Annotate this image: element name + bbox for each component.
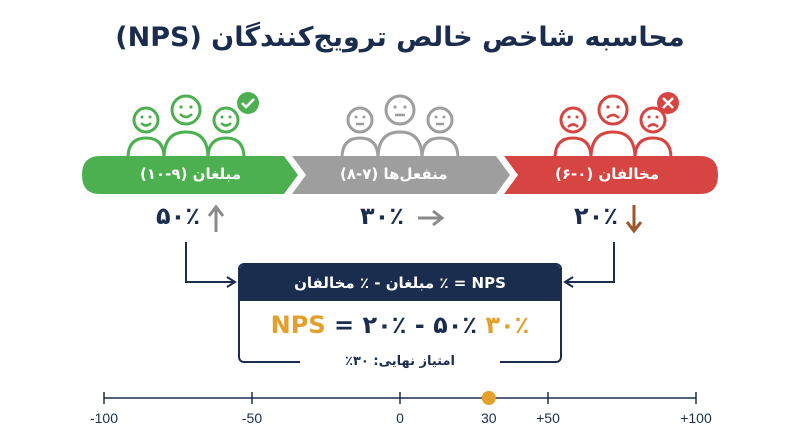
right-arrow-icon xyxy=(418,209,445,227)
promoters-label: مبلغان (۹-۱۰) xyxy=(140,165,242,183)
passives-percent: ۳۰٪ xyxy=(360,202,404,230)
promoters-people-icon xyxy=(126,94,246,159)
detractors-percent: ۲۰٪ xyxy=(574,202,618,230)
formula-calculation: = ۲۰٪ - ۵۰٪ xyxy=(325,311,478,339)
nps-scale xyxy=(103,391,697,405)
promoters-band xyxy=(82,156,298,194)
scale-tick-label: 0 xyxy=(396,410,404,426)
passives-label: منفعل‌ها (۷-۸) xyxy=(340,165,448,183)
passives-people-icon xyxy=(340,94,460,159)
scale-tick-label: -100 xyxy=(89,410,119,426)
scale-tick-label: 30 xyxy=(481,410,497,426)
cross-icon xyxy=(657,92,679,114)
detractors-band xyxy=(504,156,718,194)
passives-band xyxy=(292,156,510,194)
detractors-label: مخالفان (۰-۶) xyxy=(555,165,660,183)
detractors-connector-arrow xyxy=(563,242,615,288)
score-marker xyxy=(481,391,496,405)
scale-tick-label: +100 xyxy=(680,410,712,426)
formula-header: NPS = ٪ مبلغان - ٪ مخالفان xyxy=(240,265,560,301)
page-title: محاسبه شاخص خالص ترویج‌کنندگان (NPS) xyxy=(115,22,685,53)
promoters-connector-arrow xyxy=(185,242,237,288)
formula-box: NPS = ٪ مبلغان - ٪ مخالفان ۳۰٪ NPS = ۲۰٪… xyxy=(238,263,562,363)
down-arrow-icon xyxy=(625,205,643,234)
checkmark-icon xyxy=(237,92,259,114)
nps-result: ۳۰٪ NPS xyxy=(270,311,530,339)
promoters-percent: ۵۰٪ xyxy=(156,202,200,230)
up-arrow-icon xyxy=(207,204,225,232)
scale-tick-label: +50 xyxy=(536,410,560,426)
scale-tick-label: -50 xyxy=(241,410,263,426)
final-score-label: امتیاز نهایی: ۳۰٪ xyxy=(300,354,500,369)
formula-equation: ۳۰٪ NPS = ۲۰٪ - ۵۰٪ xyxy=(240,311,560,339)
detractors-people-icon xyxy=(553,94,673,159)
